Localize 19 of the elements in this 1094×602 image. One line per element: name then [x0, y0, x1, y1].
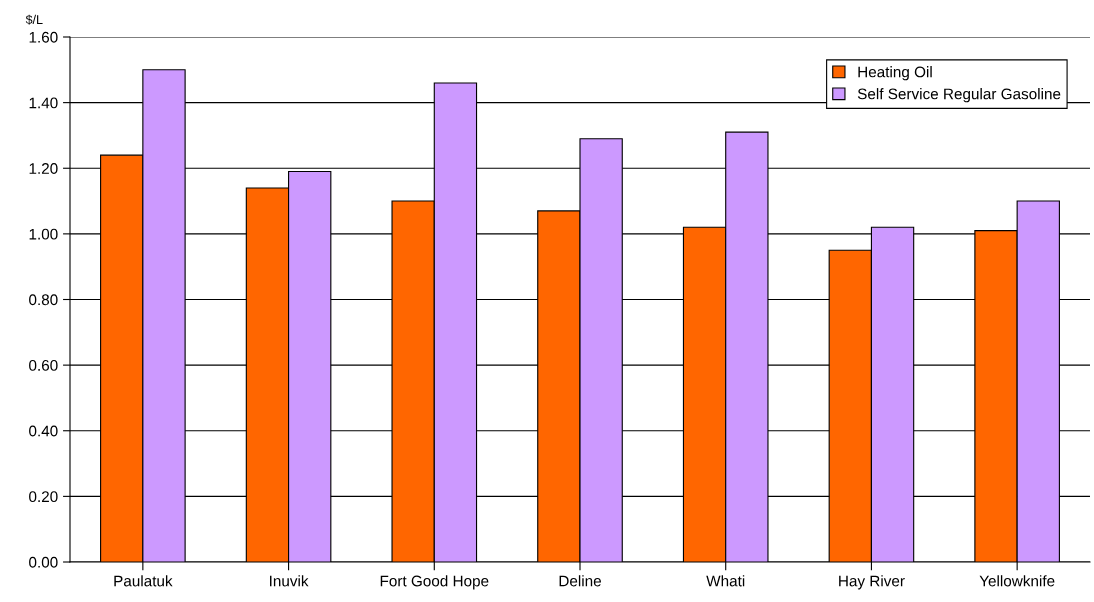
y-tick-label: 0.60 [29, 359, 58, 371]
y-tick-label: 0.80 [29, 294, 58, 306]
y-tick-label: 1.20 [29, 163, 58, 174]
y-tick-label: 1.40 [29, 97, 58, 109]
x-tick-label: Yellowknife [979, 575, 1055, 587]
legend-label: Heating Oil [858, 66, 932, 81]
x-tick-label: Deline [559, 575, 601, 587]
x-tick-label: Whati [706, 575, 745, 587]
y-tick-label: 0.40 [29, 425, 58, 437]
y-tick-label: 1.00 [29, 228, 58, 240]
legend-label: Self Service Regular Gasoline [857, 88, 1061, 103]
x-tick-label: Hay River [839, 575, 905, 590]
y-axis-title: $/L [25, 14, 43, 25]
x-tick-label: Inuvik [270, 575, 309, 587]
x-tick-label: Paulatuk [114, 575, 173, 587]
x-tick-label: Fort Good Hope [380, 575, 489, 590]
y-tick-label: 0.20 [29, 491, 58, 503]
y-tick-label: 1.60 [29, 31, 58, 43]
y-tick-label: 0.00 [29, 556, 58, 568]
